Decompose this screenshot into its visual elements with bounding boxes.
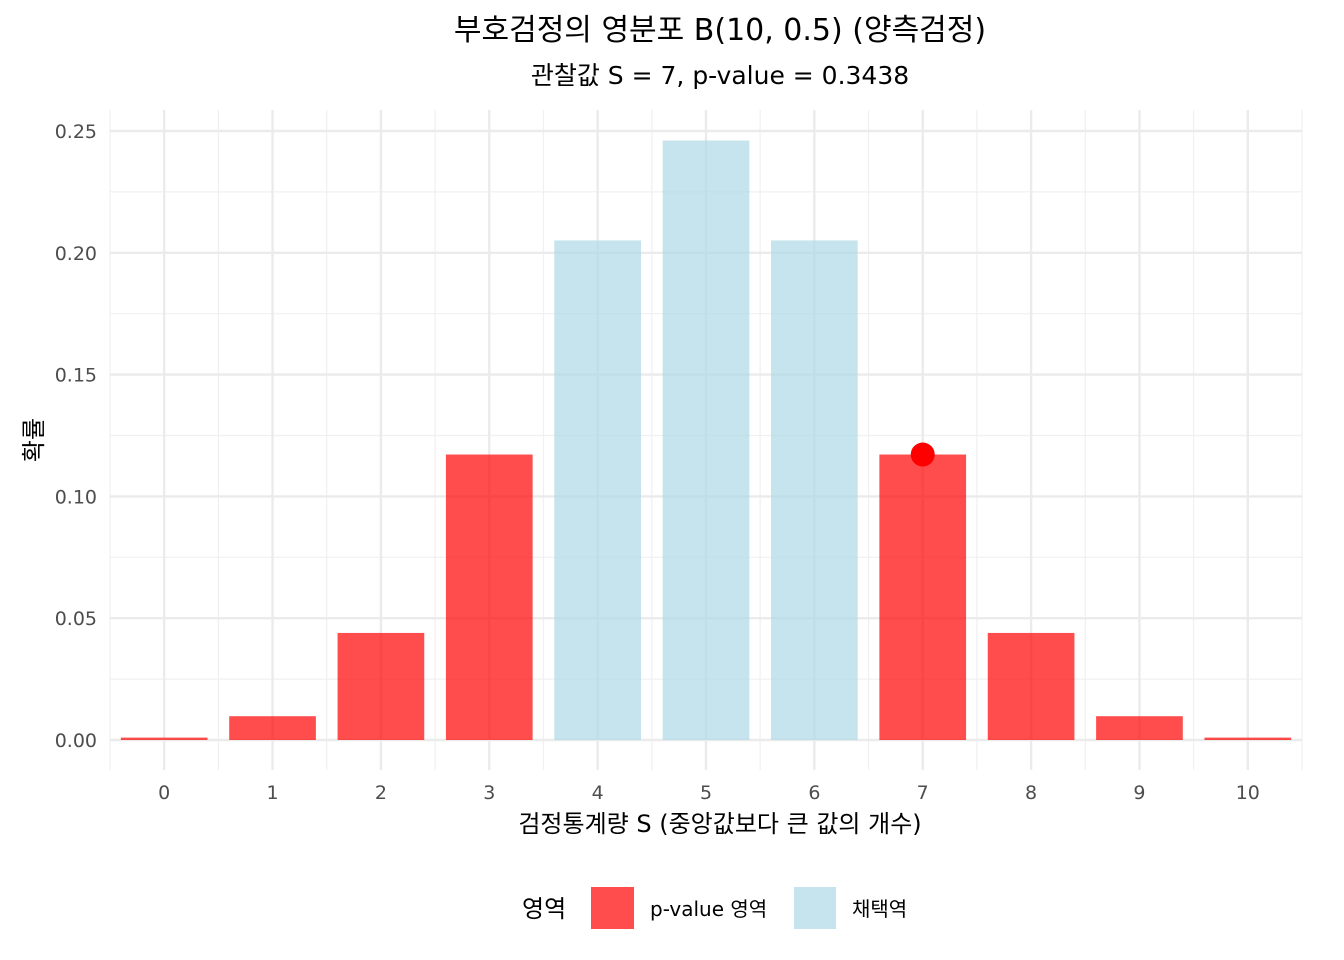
- bar-0: [120, 737, 208, 740]
- x-tick-label: 0: [158, 782, 170, 804]
- x-tick-label: 4: [592, 782, 604, 804]
- x-tick-label: 10: [1236, 782, 1260, 804]
- y-tick-label: 0.15: [55, 365, 97, 387]
- bar-4: [554, 240, 641, 741]
- legend: 영역 p-value 영역 채택역: [522, 887, 907, 929]
- chart-title: 부호검정의 영분포 B(10, 0.5) (양측검정): [454, 13, 986, 48]
- legend-key-p-value: [591, 887, 634, 929]
- ticks: 0.00 0.05 0.10 0.15 0.20 0.25 0 1 2 3 4 5 6 7 8 9 10: [55, 121, 1260, 804]
- x-tick-label: 9: [1133, 782, 1145, 804]
- observed-point: [910, 442, 935, 467]
- bar-6: [771, 240, 858, 741]
- x-tick-label: 7: [917, 782, 929, 804]
- y-axis-title: 확률: [20, 418, 48, 462]
- bar-1: [229, 716, 316, 740]
- y-tick-label: 0.05: [55, 608, 97, 630]
- x-tick-label: 2: [375, 782, 387, 804]
- y-tick-label: 0.00: [55, 730, 97, 752]
- y-tick-label: 0.10: [55, 486, 97, 508]
- bar-7: [879, 454, 967, 740]
- chart-subtitle: 관찰값 S = 7, p-value = 0.3438: [531, 61, 909, 90]
- bar-5: [662, 140, 750, 740]
- x-tick-label: 8: [1025, 782, 1037, 804]
- y-tick-label: 0.20: [55, 243, 97, 265]
- bar-8: [987, 632, 1075, 740]
- x-axis-title: 검정통계량 S (중앙값보다 큰 값의 개수): [518, 810, 921, 838]
- x-tick-label: 6: [808, 782, 820, 804]
- x-tick-label: 3: [483, 782, 495, 804]
- y-tick-label: 0.25: [55, 121, 97, 143]
- x-tick-label: 1: [266, 782, 278, 804]
- x-tick-label: 5: [700, 782, 712, 804]
- legend-title: 영역: [522, 895, 566, 923]
- bar-9: [1096, 716, 1183, 740]
- bar-2: [337, 632, 425, 740]
- bar-3: [445, 454, 533, 740]
- legend-label-acceptance: 채택역: [852, 897, 907, 921]
- bars: [120, 140, 1292, 741]
- legend-key-acceptance: [794, 887, 836, 929]
- bar-10: [1204, 737, 1292, 740]
- legend-label-p-value: p-value 영역: [650, 897, 767, 921]
